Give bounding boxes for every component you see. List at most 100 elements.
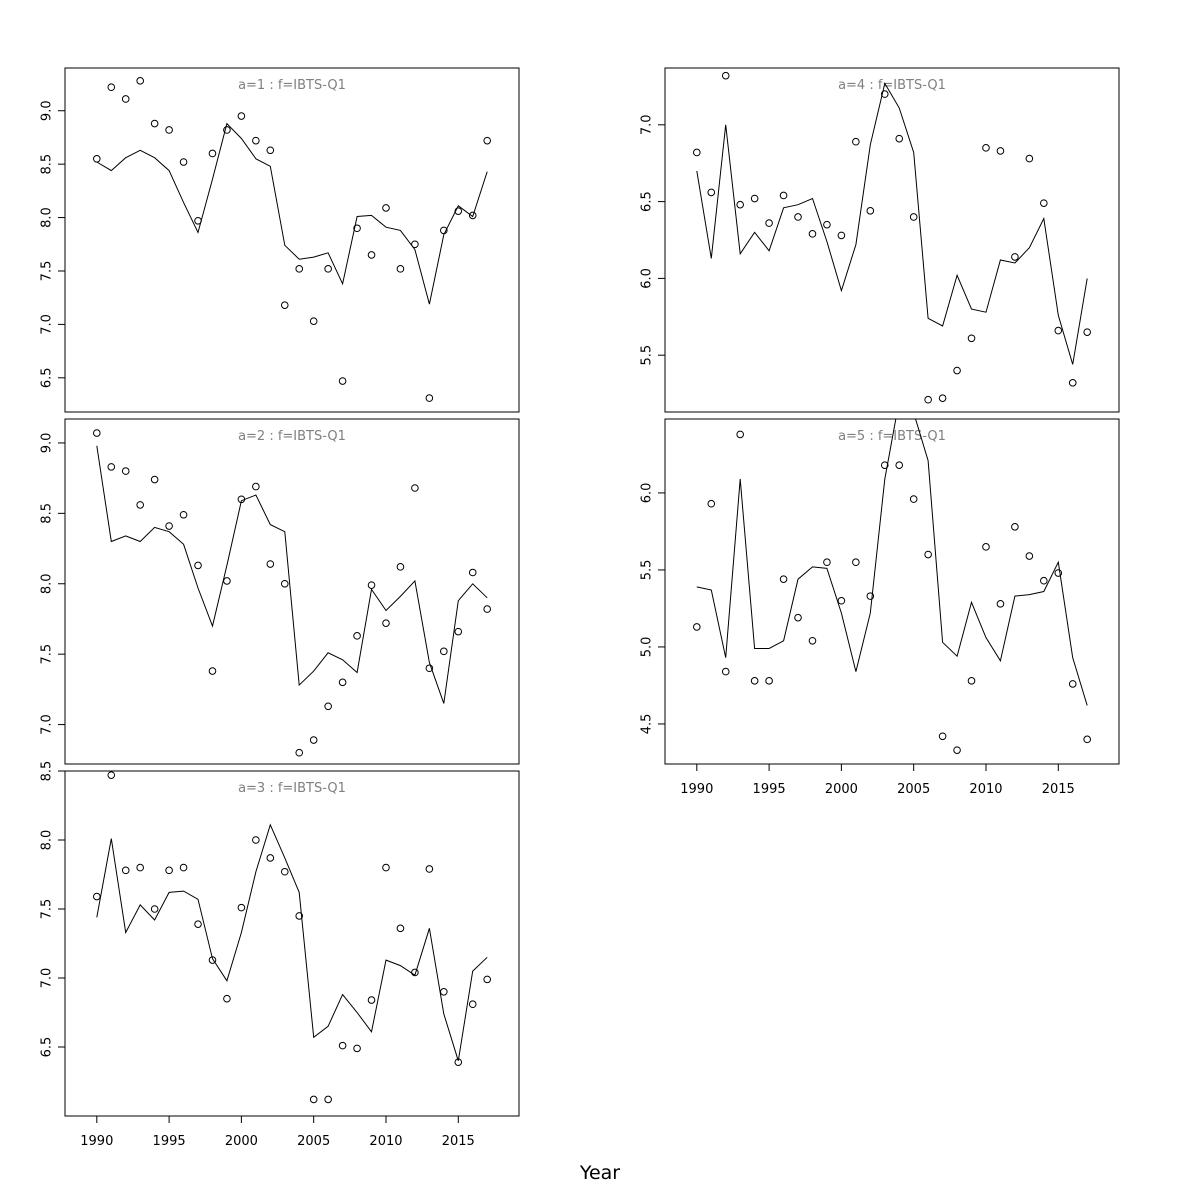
- observed-point: [396, 563, 405, 571]
- observed-point: [1068, 680, 1077, 688]
- observed-point: [707, 188, 716, 197]
- y-tick-label: 8.0: [40, 573, 55, 594]
- observed-point: [794, 613, 802, 622]
- observed-point: [1083, 328, 1091, 336]
- observed-point: [425, 664, 434, 673]
- observed-point: [136, 77, 144, 85]
- observed-point: [808, 636, 817, 645]
- panel-title: a=1 : f=IBTS-Q1: [238, 78, 346, 93]
- panel-title: a=2 : f=IBTS-Q1: [238, 429, 346, 444]
- observed-point: [309, 317, 318, 325]
- observed-point: [736, 430, 744, 439]
- observed-point: [454, 207, 463, 215]
- observed-point: [866, 592, 875, 600]
- observed-point: [382, 619, 390, 627]
- observed-point: [765, 677, 773, 685]
- observed-point: [736, 200, 744, 209]
- observed-point: [338, 678, 347, 687]
- observed-point: [909, 213, 918, 221]
- observed-point: [967, 677, 976, 685]
- y-tick-label: 7.0: [40, 968, 55, 989]
- observed-point: [194, 216, 202, 225]
- observed-point: [179, 510, 188, 519]
- observed-point: [353, 224, 361, 233]
- y-tick-label: 7.5: [40, 261, 55, 282]
- y-tick-label: 8.0: [40, 830, 55, 851]
- y-tick-label: 8.5: [40, 154, 55, 175]
- observed-point: [1040, 199, 1048, 207]
- observed-point: [1025, 552, 1034, 560]
- fitted-series-line: [96, 445, 488, 704]
- panel-5: 4.5 5.0 5.5 6.0 a=5 : f=IBTS-Q1 1990 1995 2000 2…: [640, 418, 1120, 797]
- observed-point: [107, 463, 116, 471]
- observed-point: [353, 1044, 361, 1053]
- y-tick-label: 6.5: [640, 191, 655, 212]
- observed-point: [411, 240, 419, 249]
- observed-point: [895, 461, 904, 470]
- y-tick-label: 8.0: [40, 207, 55, 228]
- observed-point: [721, 71, 730, 80]
- y-tick-label: 5.5: [640, 560, 655, 581]
- observed-point: [121, 95, 130, 103]
- x-axis-title: Year: [579, 1162, 620, 1184]
- fitted-series-line: [696, 419, 1088, 706]
- observed-point: [280, 579, 289, 588]
- observed-point: [396, 265, 405, 273]
- observed-point: [837, 231, 846, 240]
- fitted-series-line: [696, 82, 1088, 365]
- observed-point: [266, 854, 275, 862]
- y-tick-label: 7.5: [40, 644, 55, 665]
- x-tick-label: 2010: [369, 1134, 402, 1149]
- observed-point: [938, 732, 947, 741]
- observed-point: [468, 1000, 477, 1009]
- observed-point: [93, 892, 101, 901]
- observed-point: [411, 484, 419, 492]
- observed-point: [866, 207, 875, 215]
- panel-2: 7.0 7.5 8.0 8.5 9.0 a=2 : f=IBTS-Q1: [40, 418, 520, 765]
- observed-point: [982, 144, 990, 152]
- observed-point: [252, 482, 260, 491]
- observed-point: [223, 577, 231, 585]
- observed-point: [953, 746, 961, 754]
- observed-point: [765, 219, 773, 227]
- y-tick-label: 5.5: [640, 345, 655, 366]
- observed-point: [967, 334, 976, 343]
- panel-4: 5.5 6.0 6.5 7.0 a=4 : f=IBTS-Q1: [640, 67, 1120, 413]
- observed-point: [1040, 576, 1048, 585]
- observed-point: [208, 956, 217, 964]
- observed-point: [794, 213, 802, 221]
- observed-point: [367, 581, 376, 589]
- observed-point: [266, 560, 275, 568]
- observed-point: [1054, 569, 1063, 577]
- panel-frame: [64, 418, 520, 765]
- observed-point: [924, 550, 932, 559]
- observed-point: [982, 543, 990, 551]
- observed-point: [237, 495, 246, 504]
- observed-point: [324, 1095, 332, 1104]
- observed-point: [353, 632, 361, 640]
- y-tick-label: 7.0: [40, 314, 55, 335]
- y-tick-label: 7.0: [40, 714, 55, 735]
- x-tick-label: 2000: [225, 1134, 258, 1149]
- observed-point: [338, 1041, 347, 1050]
- x-tick-label: 2005: [297, 1134, 330, 1149]
- observed-point: [223, 994, 231, 1003]
- observed-point: [750, 677, 759, 685]
- observed-point: [266, 146, 275, 155]
- y-tick-label: 5.0: [640, 637, 655, 658]
- observed-point: [1025, 154, 1034, 163]
- observed-point: [295, 748, 304, 757]
- observed-point: [194, 561, 202, 570]
- y-tick-label: 7.5: [40, 899, 55, 920]
- observed-point: [309, 736, 318, 744]
- observed-point: [483, 975, 491, 984]
- observed-point: [165, 126, 173, 134]
- observed-point: [237, 903, 246, 912]
- x-tick-label: 2010: [969, 782, 1002, 797]
- observed-point: [468, 211, 477, 220]
- observed-point: [136, 501, 144, 509]
- panel-frame: [64, 67, 520, 413]
- observed-point: [425, 865, 434, 873]
- panel-frame: [64, 770, 520, 1117]
- observed-point: [808, 230, 817, 238]
